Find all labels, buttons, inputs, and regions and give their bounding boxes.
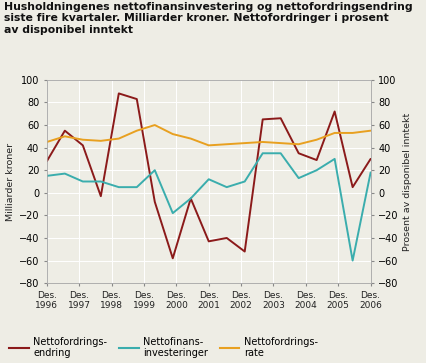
Y-axis label: Milliarder kroner: Milliarder kroner	[6, 142, 14, 221]
Legend: Nettofordrings-
endring, Nettofinans-
investeringer, Nettofordrings-
rate: Nettofordrings- endring, Nettofinans- in…	[9, 337, 318, 358]
Text: Husholdningenes nettofinansinvestering og nettofordringsendring
siste fire kvart: Husholdningenes nettofinansinvestering o…	[4, 2, 413, 35]
Y-axis label: Prosent av disponibel inntekt: Prosent av disponibel inntekt	[403, 113, 412, 250]
